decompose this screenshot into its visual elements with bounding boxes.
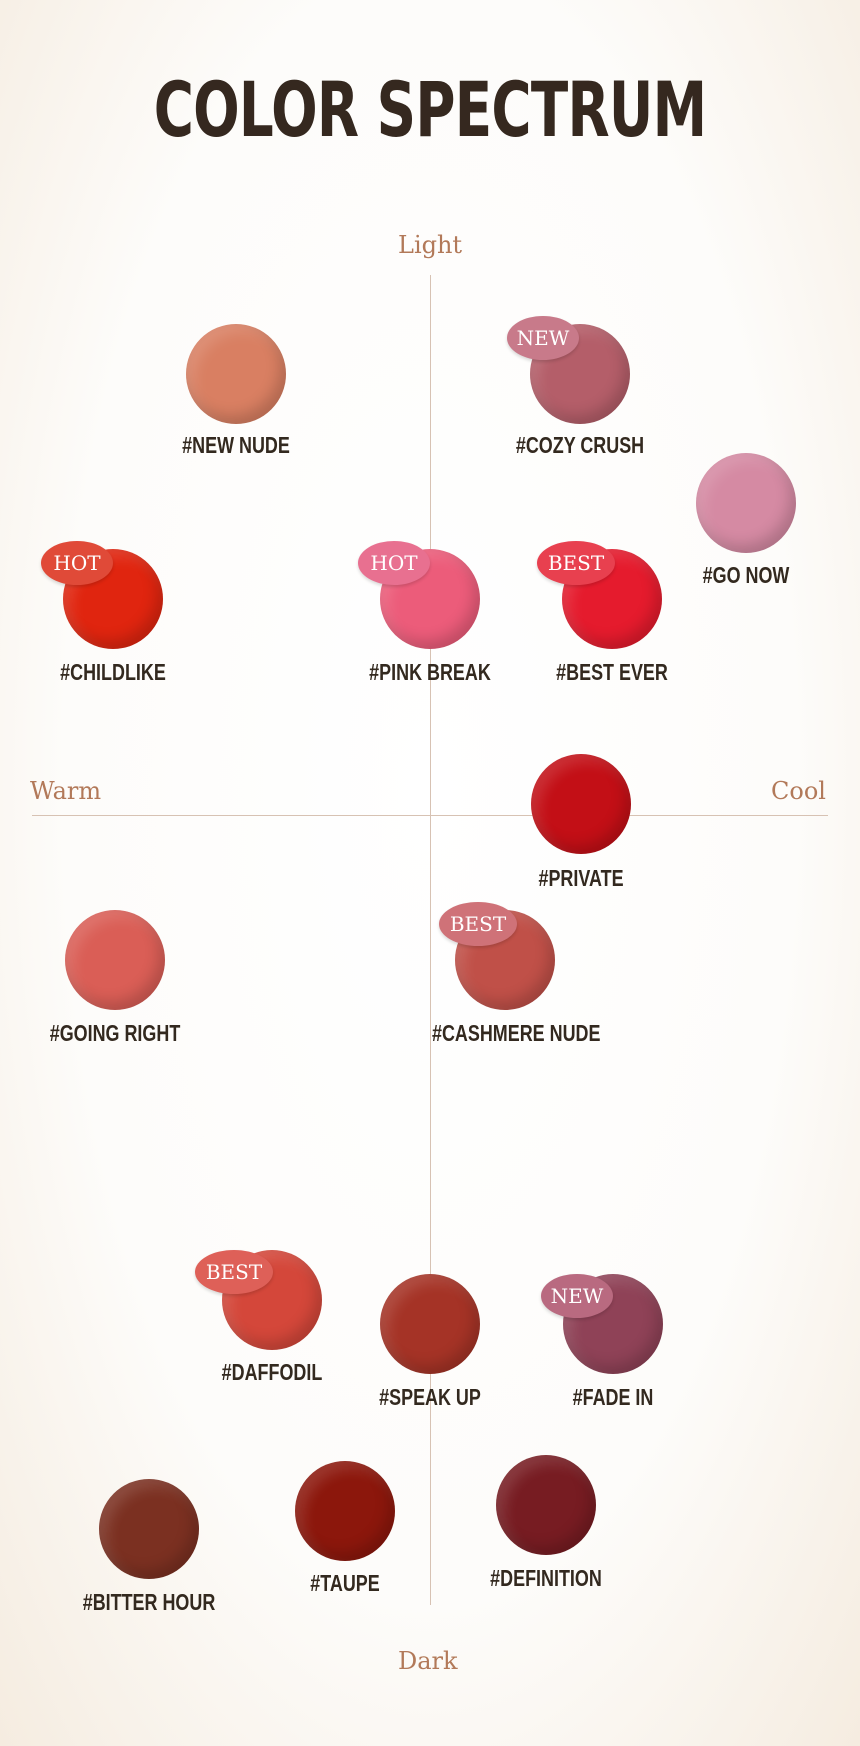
swatch[interactable]	[99, 1479, 199, 1579]
swatch[interactable]	[531, 754, 631, 854]
swatch[interactable]	[186, 324, 286, 424]
shade-label: #CHILDLIKE	[60, 659, 166, 685]
new-badge: NEW	[507, 316, 579, 360]
swatch[interactable]	[696, 453, 796, 553]
best-badge: BEST	[537, 541, 615, 585]
shade-label: #BEST EVER	[556, 659, 668, 685]
shade-label: #CASHMERE NUDE	[432, 1020, 601, 1046]
best-badge: BEST	[195, 1250, 273, 1294]
shade-label: #DEFINITION	[490, 1565, 602, 1591]
shade-label: #GO NOW	[702, 562, 790, 588]
swatch[interactable]	[380, 1274, 480, 1374]
shade-label: #SPEAK UP	[379, 1384, 481, 1410]
page-title: COLOR SPECTRUM	[153, 65, 707, 154]
shade-label: #PRIVATE	[538, 865, 624, 891]
swatch[interactable]	[65, 910, 165, 1010]
best-badge: BEST	[439, 902, 517, 946]
shade-label: #COZY CRUSH	[515, 432, 645, 458]
shade-label: #DAFFODIL	[221, 1359, 323, 1385]
shade-label: #PINK BREAK	[369, 659, 491, 685]
axis-label-cool: Cool	[771, 777, 826, 805]
shade-label: #GOING RIGHT	[49, 1020, 181, 1046]
new-badge: NEW	[541, 1274, 613, 1318]
shade-label: #BITTER HOUR	[82, 1589, 216, 1615]
axis-label-light: Light	[398, 231, 463, 259]
shade-label: #NEW NUDE	[182, 432, 290, 458]
vertical-axis-line	[430, 275, 431, 1605]
axis-label-warm: Warm	[30, 777, 102, 805]
hot-badge: HOT	[358, 541, 430, 585]
shade-label: #FADE IN	[572, 1384, 654, 1410]
hot-badge: HOT	[41, 541, 113, 585]
axis-label-dark: Dark	[398, 1647, 458, 1675]
horizontal-axis-line	[32, 815, 828, 816]
swatch[interactable]	[496, 1455, 596, 1555]
swatch[interactable]	[295, 1461, 395, 1561]
shade-label: #TAUPE	[310, 1570, 380, 1596]
